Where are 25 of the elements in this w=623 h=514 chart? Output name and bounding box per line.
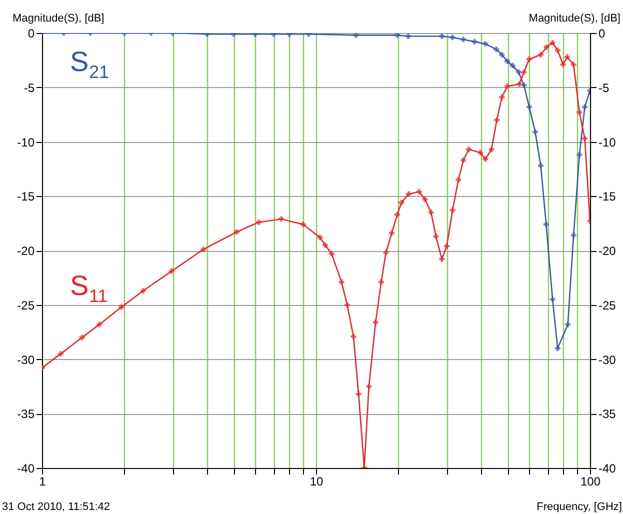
y2-tick-label: -15 <box>598 190 616 204</box>
x-axis-title: Frequency, [GHz] <box>536 501 622 513</box>
y2-tick-label: -30 <box>598 352 616 367</box>
x-tick-label: 100 <box>580 474 601 488</box>
x-tick-label: 10 <box>310 474 324 488</box>
y2-tick-label: 0 <box>598 26 606 40</box>
y-axis-title: Magnitude(S), [dB] <box>12 12 104 24</box>
y-tick-label: -25 <box>17 298 35 312</box>
text: 31 Oct 2010, 11:51:42 <box>2 501 110 513</box>
y-tick-label: -5 <box>24 80 35 95</box>
y2-tick-label: -10 <box>598 135 616 150</box>
y-tick-label: -10 <box>17 135 35 150</box>
y-tick-label: -30 <box>17 352 35 367</box>
x-tick-label: 1 <box>39 474 46 488</box>
y2-axis-title: Magnitude(S), [dB] <box>528 12 620 24</box>
y-tick-label: -15 <box>17 190 35 204</box>
y2-tick-label: -20 <box>598 244 616 258</box>
y2-tick-label: -5 <box>598 80 610 95</box>
y-tick-label: 0 <box>28 26 35 40</box>
y2-tick-label: -25 <box>598 298 616 312</box>
y2-tick-label: -35 <box>598 407 616 422</box>
y2-tick-label: -40 <box>598 462 616 476</box>
y-tick-label: -40 <box>17 462 35 476</box>
y-tick-label: -20 <box>17 244 35 258</box>
y-tick-label: -35 <box>17 407 35 422</box>
